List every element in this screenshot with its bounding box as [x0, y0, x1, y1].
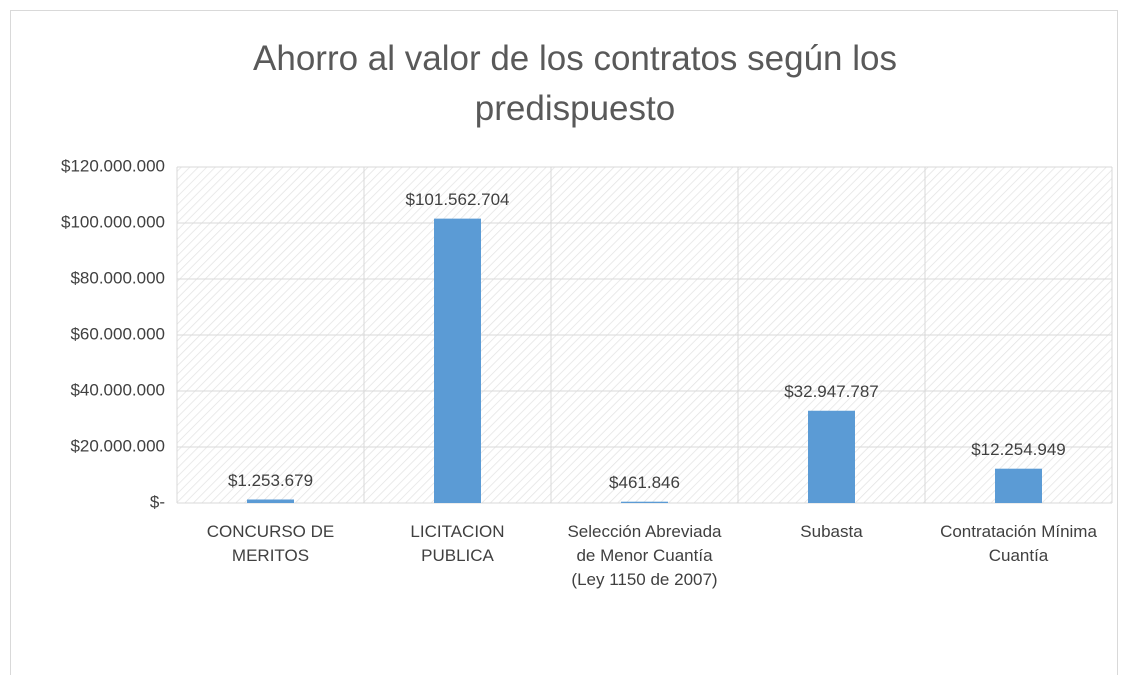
data-label: $32.947.787 [784, 382, 879, 401]
bar [434, 218, 481, 503]
data-label: $1.253.679 [228, 471, 313, 490]
y-tick-label: $100.000.000 [61, 212, 165, 231]
x-tick-label: Subasta [800, 522, 863, 541]
y-tick-label: $40.000.000 [70, 380, 165, 399]
bar [808, 410, 855, 503]
data-label: $101.562.704 [406, 190, 510, 209]
y-tick-label: $80.000.000 [70, 268, 165, 287]
y-tick-label: $20.000.000 [70, 436, 165, 455]
x-tick-label: Selección Abreviada de Menor Cuantía (Le… [567, 522, 722, 589]
data-label: $12.254.949 [971, 440, 1066, 459]
x-tick-label: CONCURSO DE MERITOS [206, 522, 335, 565]
x-tick-label: Contratación Mínima Cuantía [940, 522, 1097, 565]
bar [621, 501, 668, 503]
chart-title: Ahorro al valor de los contratos según l… [253, 39, 897, 128]
x-tick-label: LICITACION PUBLICA [410, 522, 505, 565]
bar [247, 499, 294, 503]
y-tick-label: $- [150, 492, 165, 511]
y-tick-label: $120.000.000 [61, 156, 165, 175]
chart-frame [10, 10, 1118, 675]
bar [995, 468, 1042, 503]
data-label: $461.846 [609, 473, 680, 492]
y-tick-label: $60.000.000 [70, 324, 165, 343]
